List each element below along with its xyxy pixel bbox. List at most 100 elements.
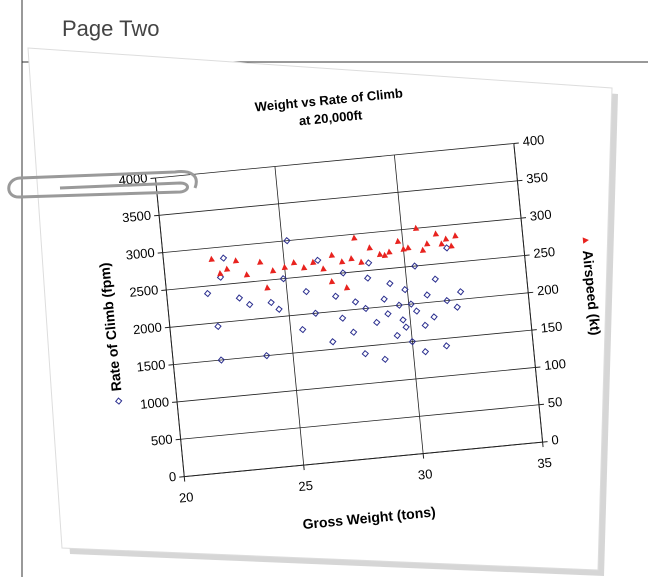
grid-line bbox=[180, 404, 540, 440]
diamond-point bbox=[331, 292, 340, 300]
diamond-point bbox=[412, 307, 421, 315]
triangle-point bbox=[438, 240, 445, 247]
diamond-point bbox=[443, 296, 451, 305]
diamond-point bbox=[456, 288, 465, 296]
triangle-point bbox=[232, 257, 240, 264]
y-tick-label: 3000 bbox=[125, 245, 155, 263]
triangle-point bbox=[290, 259, 298, 266]
triangle-point bbox=[310, 258, 317, 266]
chart-subtitle: at 20,000ft bbox=[298, 107, 363, 128]
diamond-point bbox=[267, 298, 275, 307]
paper bbox=[27, 47, 613, 571]
triangle-point bbox=[301, 264, 308, 271]
triangle-point bbox=[217, 269, 224, 277]
triangle-point bbox=[243, 271, 251, 278]
diamond-point bbox=[430, 313, 438, 321]
triangle-point bbox=[208, 255, 215, 263]
grid-line bbox=[169, 292, 529, 328]
diamond-point bbox=[421, 347, 430, 356]
diamond-point bbox=[299, 325, 307, 334]
triangle-point bbox=[358, 258, 365, 265]
y2-tick-label: 150 bbox=[540, 319, 563, 336]
grid-line bbox=[177, 367, 536, 403]
grid-line bbox=[159, 180, 518, 216]
grid-line bbox=[155, 143, 514, 179]
diamond-point bbox=[393, 331, 401, 340]
triangle-point bbox=[442, 235, 450, 242]
triangle-point bbox=[432, 230, 440, 237]
triangle-point bbox=[448, 242, 455, 249]
y-tick-label: 1500 bbox=[136, 357, 166, 375]
diamond-point bbox=[395, 301, 403, 309]
diamond-point bbox=[283, 236, 291, 245]
triangle-point bbox=[339, 258, 346, 265]
diamond-point bbox=[115, 397, 123, 405]
y-tick-label: 500 bbox=[150, 432, 173, 449]
triangle-point bbox=[224, 265, 231, 272]
diamond-point bbox=[399, 316, 407, 324]
diamond-point bbox=[361, 349, 369, 358]
triangle-point bbox=[405, 244, 412, 251]
diamond-point bbox=[407, 300, 415, 308]
axis-line bbox=[184, 441, 543, 478]
y2-tick-label: 250 bbox=[533, 244, 556, 261]
diamond-point bbox=[329, 338, 337, 346]
diamond-point bbox=[351, 298, 360, 306]
y2-tick-label: 50 bbox=[547, 394, 563, 410]
y-tick-label: 3500 bbox=[122, 208, 152, 226]
y2-tick-label: 0 bbox=[551, 432, 560, 448]
y-tick-label: 2500 bbox=[129, 282, 159, 300]
grid-line bbox=[274, 166, 305, 466]
y2-tick-label: 300 bbox=[529, 207, 552, 224]
y-tick-label: 1000 bbox=[139, 394, 169, 412]
triangle-point bbox=[366, 244, 373, 251]
x-tick-label: 20 bbox=[178, 489, 194, 505]
diamond-point bbox=[217, 356, 225, 364]
diamond-point bbox=[421, 321, 429, 330]
triangle-point bbox=[386, 248, 393, 255]
triangle-point bbox=[381, 251, 389, 259]
axis-line bbox=[513, 143, 544, 443]
y2-tick-label: 200 bbox=[536, 281, 559, 298]
diamond-point bbox=[349, 328, 358, 336]
grid-line bbox=[173, 329, 532, 366]
diamond-point bbox=[364, 259, 373, 267]
y2-tick-label: 100 bbox=[544, 356, 567, 373]
diamond-point bbox=[381, 355, 389, 364]
triangle-point bbox=[452, 232, 459, 239]
triangle-point bbox=[376, 250, 384, 258]
triangle-point bbox=[351, 234, 358, 241]
diamond-point bbox=[235, 294, 244, 302]
diamond-point bbox=[402, 323, 410, 331]
diamond-point bbox=[443, 244, 451, 252]
y-tick-label: 0 bbox=[168, 469, 177, 485]
y-tick-label: 2000 bbox=[132, 320, 162, 338]
triangle-point bbox=[257, 258, 264, 265]
diamond-point bbox=[423, 291, 431, 299]
diamond-point bbox=[311, 309, 320, 317]
diamond-point bbox=[203, 289, 212, 298]
triangle-point bbox=[269, 267, 277, 274]
diamond-point bbox=[338, 314, 347, 322]
diamond-point bbox=[302, 287, 310, 296]
diamond-point bbox=[442, 342, 451, 350]
diamond-point bbox=[279, 275, 288, 283]
diamond-point bbox=[245, 300, 254, 309]
diamond-point bbox=[314, 256, 322, 265]
triangle-point bbox=[394, 237, 402, 245]
diamond-point bbox=[386, 279, 394, 288]
diamond-point bbox=[453, 303, 461, 311]
triangle-point bbox=[281, 263, 289, 271]
triangle-point bbox=[412, 224, 420, 232]
diamond-point bbox=[401, 285, 409, 294]
diamond-point bbox=[214, 322, 222, 331]
paper-clip bbox=[7, 170, 198, 199]
diamond-point bbox=[408, 337, 417, 346]
triangle-point bbox=[419, 246, 427, 253]
diamond-point bbox=[411, 262, 419, 270]
x-tick-label: 25 bbox=[298, 478, 314, 494]
diamond-point bbox=[362, 304, 370, 313]
diamond-point bbox=[339, 269, 347, 277]
diamond-point bbox=[216, 273, 225, 281]
